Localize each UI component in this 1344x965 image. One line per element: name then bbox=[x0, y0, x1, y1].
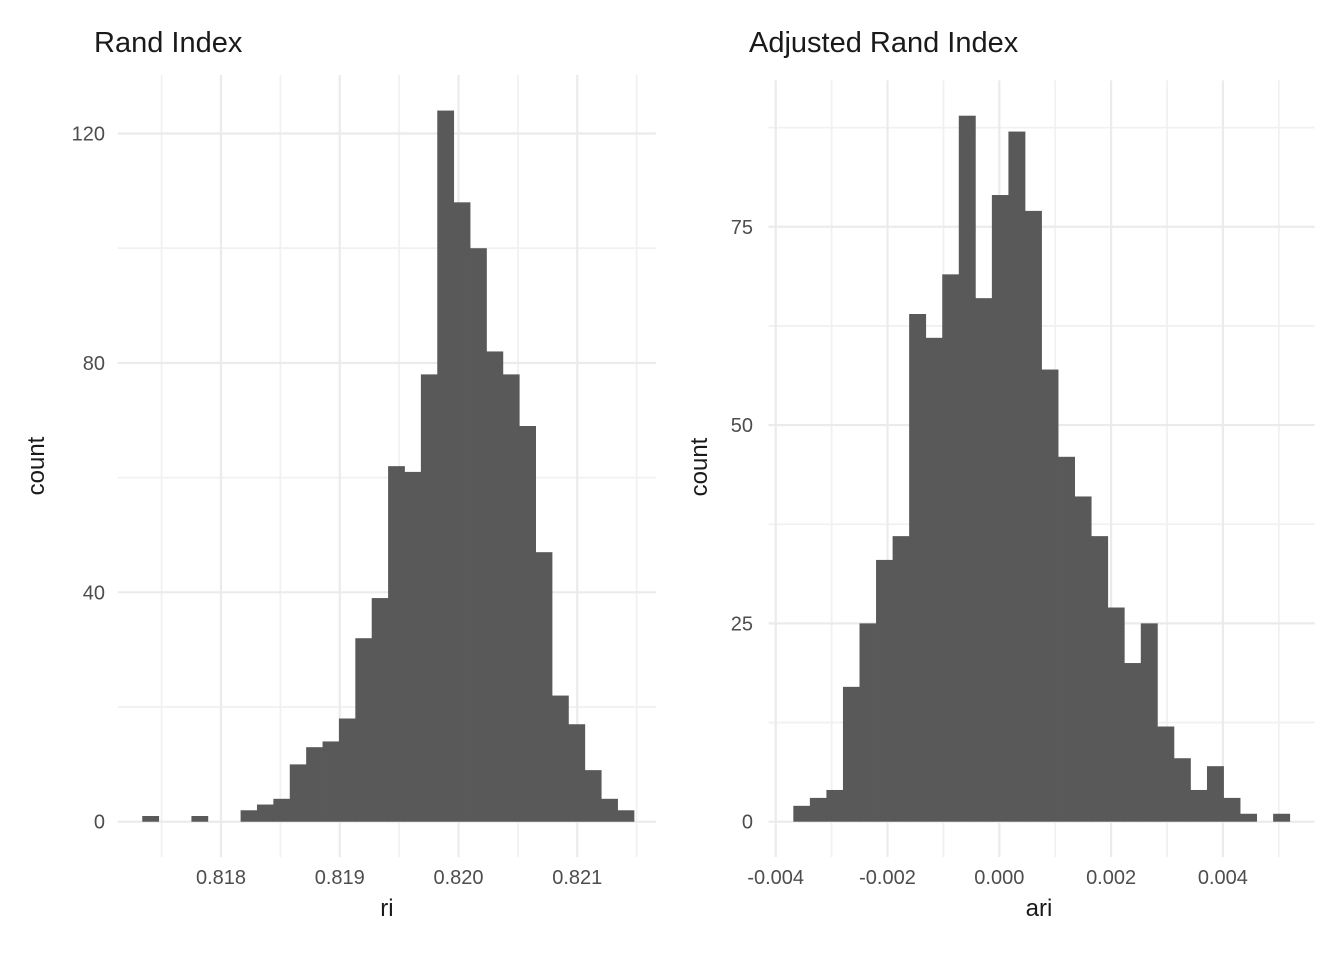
plot-title: Adjusted Rand Index bbox=[749, 27, 1019, 59]
histogram-bar bbox=[1058, 456, 1076, 822]
histogram-bar bbox=[1024, 210, 1042, 822]
histogram-bar bbox=[1173, 758, 1191, 822]
x-tick-label: -0.004 bbox=[747, 867, 804, 889]
histogram-bar bbox=[617, 810, 635, 822]
histogram-bar bbox=[371, 598, 389, 822]
histogram-bar bbox=[1190, 789, 1208, 822]
histogram-bar bbox=[925, 337, 943, 822]
histogram-bar bbox=[1273, 813, 1291, 822]
histogram-bar bbox=[826, 789, 844, 822]
histogram-bar bbox=[453, 202, 471, 822]
histogram-bar bbox=[1107, 607, 1125, 822]
histogram-bar bbox=[1240, 813, 1258, 822]
x-axis-title: ari bbox=[1026, 895, 1053, 922]
x-tick-label: 0.821 bbox=[552, 867, 602, 889]
histogram-bar bbox=[1008, 131, 1026, 822]
histogram-bar bbox=[420, 374, 438, 822]
histogram-bar bbox=[142, 816, 160, 822]
x-tick-label: 0.002 bbox=[1086, 867, 1136, 889]
x-axis-title: ri bbox=[380, 895, 393, 922]
x-tick-label: 0.819 bbox=[315, 867, 365, 889]
histogram-bar bbox=[240, 810, 258, 822]
y-tick-label: 120 bbox=[72, 124, 105, 146]
y-tick-label: 75 bbox=[731, 217, 753, 239]
histogram-bar bbox=[975, 298, 993, 822]
histogram-bar bbox=[793, 805, 811, 822]
histogram-bar bbox=[486, 351, 504, 822]
histogram-bar bbox=[1206, 766, 1224, 822]
y-tick-label: 40 bbox=[83, 582, 105, 604]
y-tick-label: 0 bbox=[94, 812, 105, 834]
x-tick-label: -0.002 bbox=[859, 867, 916, 889]
histogram-bar bbox=[892, 536, 910, 822]
y-tick-label: 0 bbox=[742, 812, 753, 834]
histogram-bar bbox=[991, 195, 1009, 822]
x-tick-label: 0.820 bbox=[433, 867, 483, 889]
rand-index-plot-area: 0.818 0.819 0.820 0.821 0 40 80 120 bbox=[72, 75, 656, 889]
plot-title: Rand Index bbox=[94, 27, 243, 59]
histogram-bar bbox=[1074, 496, 1092, 822]
histogram-bar bbox=[551, 695, 569, 822]
histogram-bar bbox=[404, 471, 422, 822]
adjusted-rand-index-plot-area: -0.004 -0.002 0.000 0.002 0.004 0 25 50 75 bbox=[731, 80, 1315, 889]
histogram-bar bbox=[535, 552, 553, 822]
histogram-bar bbox=[1041, 369, 1059, 822]
histogram-bar bbox=[355, 638, 373, 822]
histogram-bar bbox=[958, 115, 976, 822]
histogram-bar bbox=[942, 274, 960, 822]
y-tick-label: 25 bbox=[731, 613, 753, 635]
histogram-bar bbox=[289, 764, 307, 822]
y-axis-title: count bbox=[23, 436, 50, 495]
histogram-bar bbox=[256, 804, 274, 822]
histogram-bar bbox=[306, 747, 323, 822]
histogram-bar bbox=[1124, 663, 1142, 822]
histogram-bar bbox=[502, 374, 520, 822]
histogram-bar bbox=[568, 724, 586, 822]
histogram-bar bbox=[584, 770, 602, 822]
histogram-bar bbox=[388, 466, 405, 822]
adjusted-rand-index-panel: -0.004 -0.002 0.000 0.002 0.004 0 25 50 75 Adjus… bbox=[686, 27, 1315, 922]
histogram-bar bbox=[1157, 726, 1175, 822]
histogram-bar bbox=[859, 623, 877, 822]
histogram-bar bbox=[470, 248, 487, 822]
histogram-bar bbox=[1091, 536, 1109, 822]
x-tick-label: 0.000 bbox=[974, 867, 1024, 889]
x-tick-label: 0.818 bbox=[196, 867, 246, 889]
histogram-bar bbox=[519, 426, 536, 822]
histogram-bar bbox=[191, 816, 209, 822]
histogram-bar bbox=[1223, 797, 1241, 822]
y-tick-label: 50 bbox=[731, 415, 753, 437]
histogram-bar bbox=[273, 798, 291, 822]
x-tick-label: 0.004 bbox=[1198, 867, 1248, 889]
histogram-bar bbox=[437, 110, 455, 822]
histogram-bar bbox=[322, 741, 340, 822]
histogram-bar bbox=[809, 797, 827, 822]
histogram-bar bbox=[1140, 623, 1158, 822]
y-axis-title: count bbox=[686, 437, 713, 496]
histogram-bar bbox=[338, 718, 356, 822]
histogram-bar bbox=[876, 559, 893, 822]
histogram-bar bbox=[909, 314, 927, 822]
y-tick-label: 80 bbox=[83, 353, 105, 375]
histogram-bar bbox=[601, 798, 618, 822]
histogram-bar bbox=[842, 686, 860, 822]
